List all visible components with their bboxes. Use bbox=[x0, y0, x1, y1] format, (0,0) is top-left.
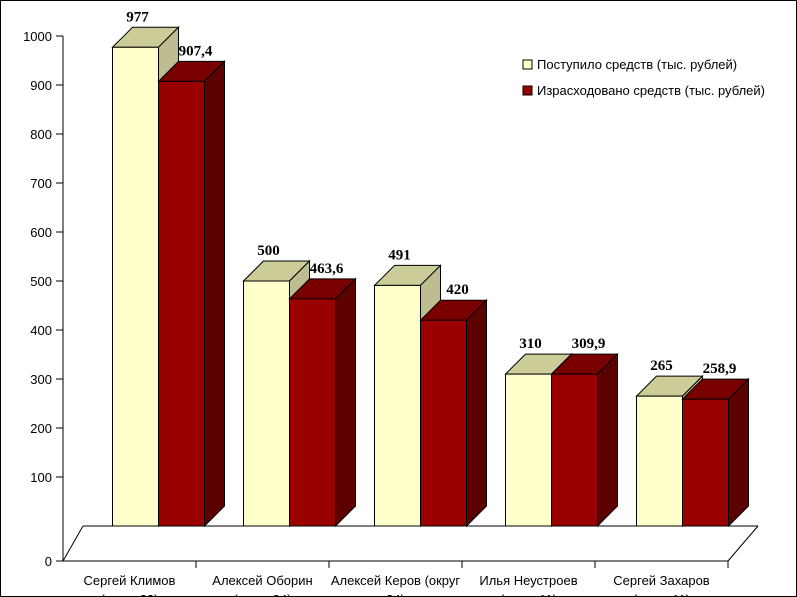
bar-front-face bbox=[374, 284, 421, 527]
legend-swatch bbox=[522, 59, 533, 70]
bar-series-2 bbox=[550, 352, 619, 528]
bar-front-face bbox=[420, 319, 467, 527]
x-axis-category-label: (округ 34) bbox=[234, 592, 292, 596]
bar-side-face bbox=[335, 277, 356, 528]
bar-series-2 bbox=[288, 277, 357, 528]
bar-series-2 bbox=[419, 298, 488, 528]
x-axis-category-label: Сергей Захаров bbox=[613, 573, 710, 588]
y-axis-tick-label: 700 bbox=[30, 176, 52, 191]
y-axis-tick-label: 0 bbox=[45, 554, 52, 569]
chart-geometry: 0 100 200 300 400 500 600 700 800 900 1000 bbox=[23, 29, 759, 569]
bar-value-label: 265 bbox=[650, 358, 673, 374]
y-axis-tick-label: 800 bbox=[30, 127, 52, 142]
bar-value-label: 310 bbox=[519, 336, 542, 352]
bar-front-face bbox=[551, 373, 598, 527]
y-axis-tick-label: 500 bbox=[30, 274, 52, 289]
x-axis-labels-group: Сергей Климов (округ 22) Алексей Оборин (ок… bbox=[84, 561, 729, 596]
x-axis-category-label: (округ 22) bbox=[101, 592, 159, 596]
bar-value-label: 977 bbox=[126, 9, 149, 25]
x-axis-category-label: (округ 11) bbox=[633, 592, 690, 596]
bar-front-face bbox=[112, 46, 159, 527]
bar-front-face bbox=[158, 80, 205, 527]
y-axis-tick-label: 200 bbox=[30, 421, 52, 436]
x-axis-category-label: Алексей Керов (округ bbox=[331, 573, 461, 588]
bar-front-face bbox=[505, 373, 552, 527]
bar-front-face bbox=[289, 298, 336, 527]
x-axis-category-label: Сергей Климов bbox=[84, 573, 176, 588]
y-axis-tick-label: 300 bbox=[30, 372, 52, 387]
bar-front-face bbox=[243, 280, 290, 527]
floor-left-diagonal bbox=[62, 525, 84, 562]
bar-value-label: 420 bbox=[446, 282, 469, 298]
y-axis-tick-label: 900 bbox=[30, 78, 52, 93]
data-labels-group: 977 907,4 500 463,6 491 420 310 309,9 265 258,9 bbox=[126, 9, 736, 377]
bar-front-face bbox=[636, 395, 683, 527]
legend: Поступило средств (тыс. рублей) Израсходо… bbox=[522, 57, 765, 98]
bar-value-label: 907,4 bbox=[179, 43, 213, 59]
x-axis-category-label: 34) bbox=[386, 592, 405, 596]
x-axis-category-label: (округ 11) bbox=[500, 592, 557, 596]
bar-series-2 bbox=[157, 60, 226, 528]
legend-label: Поступило средств (тыс. рублей) bbox=[537, 57, 737, 72]
bar-front-face bbox=[682, 398, 729, 527]
bar-series-2 bbox=[681, 377, 750, 528]
bar-value-label: 258,9 bbox=[703, 361, 737, 377]
bar-side-face bbox=[466, 298, 487, 528]
x-axis-category-label: Илья Неустроев bbox=[479, 573, 577, 588]
y-axis-tick-label: 1000 bbox=[23, 29, 52, 44]
bar-value-label: 500 bbox=[257, 243, 280, 259]
bar-value-label: 463,6 bbox=[310, 261, 344, 277]
y-axis-tick-label: 100 bbox=[30, 470, 52, 485]
bars-group bbox=[111, 26, 750, 528]
bar-side-face bbox=[204, 60, 225, 528]
bar-value-label: 491 bbox=[388, 247, 411, 263]
bar-value-label: 309,9 bbox=[572, 336, 606, 352]
x-axis-category-label: Алексей Оборин bbox=[212, 573, 312, 588]
y-axis-tick-label: 400 bbox=[30, 323, 52, 338]
bar-side-face bbox=[597, 352, 618, 528]
bar-side-face bbox=[728, 377, 749, 528]
floor-right-diagonal bbox=[727, 525, 759, 562]
y-axis-tick-label: 600 bbox=[30, 225, 52, 240]
legend-label: Израсходовано средств (тыс. рублей) bbox=[537, 83, 765, 98]
legend-swatch bbox=[522, 85, 533, 96]
